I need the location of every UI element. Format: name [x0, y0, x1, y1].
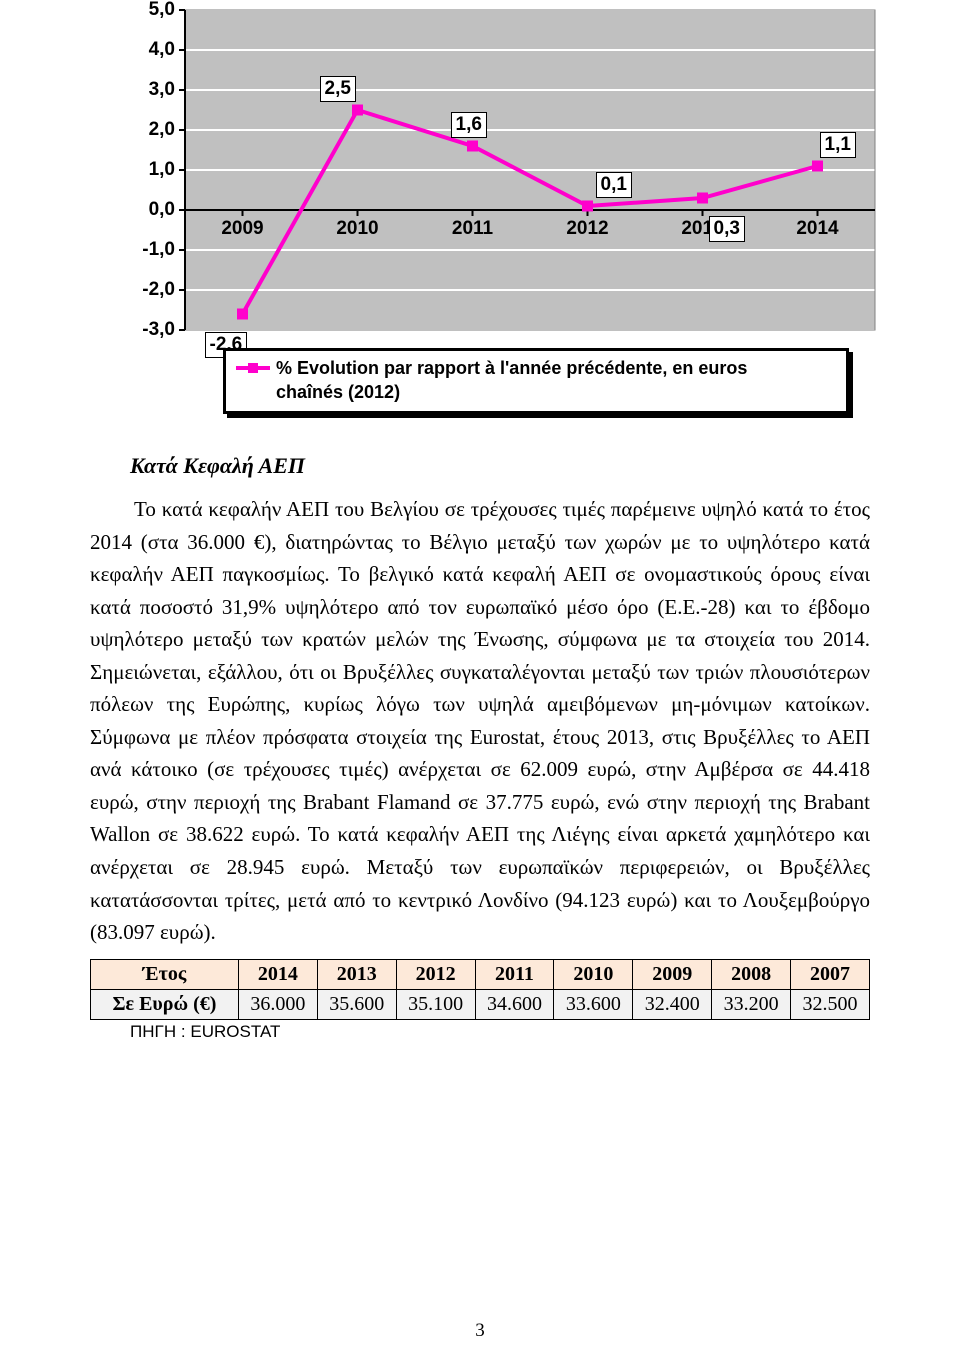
table-year-cell: 2013	[317, 959, 396, 989]
chart-value-label: 0,1	[596, 172, 632, 198]
chart-ytick: 3,0	[125, 79, 175, 101]
table-value-cell: 35.100	[396, 989, 475, 1019]
chart-value-label: 1,1	[820, 132, 856, 158]
gdp-evolution-chart: 5,0 4,0 3,0 2,0 1,0 0,0 -1,0 -2,0 -3,0 2009 2010 20…	[100, 0, 880, 425]
table-value-cell: 32.500	[791, 989, 870, 1019]
chart-ytick: 4,0	[125, 39, 175, 61]
chart-legend: % Evolution par rapport à l'année précéd…	[223, 348, 849, 414]
legend-text-line1: % Evolution par rapport à l'année précéd…	[276, 358, 747, 378]
chart-value-label: 2,5	[320, 76, 356, 102]
chart-xtick: 2010	[318, 218, 398, 240]
table-year-cell: 2012	[396, 959, 475, 989]
section-heading: Κατά Κεφαλή ΑΕΠ	[130, 453, 870, 479]
chart-value-label: 1,6	[451, 112, 487, 138]
table-source: ΠΗΓΗ : EUROSTAT	[130, 1022, 870, 1042]
chart-value-label: 0,3	[709, 216, 745, 242]
table-year-cell: 2011	[475, 959, 554, 989]
page-number: 3	[0, 1320, 960, 1342]
table-year-cell: 2009	[633, 959, 712, 989]
table-year-cell: 2010	[554, 959, 633, 989]
table-value-cell: 36.000	[238, 989, 317, 1019]
chart-ytick: 2,0	[125, 119, 175, 141]
table-value-cell: 32.400	[633, 989, 712, 1019]
table-year-cell: 2008	[712, 959, 791, 989]
legend-text-line2: chaînés (2012)	[276, 382, 400, 402]
table-value-cell: 34.600	[475, 989, 554, 1019]
chart-ytick: -2,0	[125, 279, 175, 301]
chart-ytick: -1,0	[125, 239, 175, 261]
table-value-cell: 33.600	[554, 989, 633, 1019]
table-row-header-value: Σε Ευρώ (€)	[91, 989, 239, 1019]
body-paragraph: Το κατά κεφαλήν ΑΕΠ του Βελγίου σε τρέχο…	[90, 493, 870, 949]
table-year-cell: 2014	[238, 959, 317, 989]
chart-ytick: -3,0	[125, 319, 175, 341]
table-value-cell: 33.200	[712, 989, 791, 1019]
chart-xtick: 2012	[548, 218, 628, 240]
chart-ytick: 5,0	[125, 0, 175, 21]
chart-ytick: 1,0	[125, 159, 175, 181]
chart-ytick: 0,0	[125, 199, 175, 221]
chart-xtick: 2014	[778, 218, 858, 240]
chart-xtick: 2011	[433, 218, 513, 240]
gdp-table: Έτος20142013201220112010200920082007 Σε …	[90, 959, 870, 1020]
table-year-cell: 2007	[791, 959, 870, 989]
table-row-header-year: Έτος	[91, 959, 239, 989]
chart-xtick: 2009	[203, 218, 283, 240]
table-value-cell: 35.600	[317, 989, 396, 1019]
